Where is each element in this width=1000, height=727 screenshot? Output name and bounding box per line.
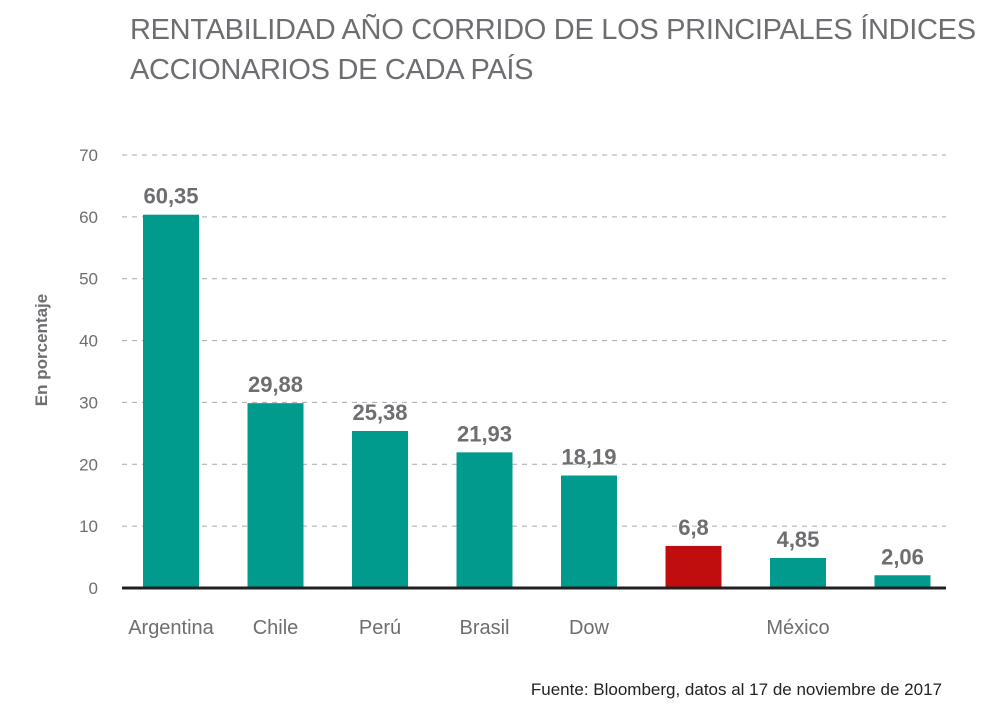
- data-label: 6,8: [678, 515, 709, 540]
- chart-title-line-1: RENTABILIDAD AÑO CORRIDO DE LOS PRINCIPA…: [130, 14, 976, 46]
- data-label: 25,38: [352, 400, 407, 425]
- bar: [874, 575, 931, 588]
- y-tick-label: 40: [79, 332, 98, 351]
- data-label: 21,93: [457, 421, 512, 446]
- bar: [561, 475, 617, 588]
- data-label: 29,88: [248, 372, 303, 397]
- y-axis-label: En porcentaje: [32, 294, 51, 406]
- data-label: 4,85: [777, 527, 820, 552]
- bar: [352, 431, 408, 588]
- bar: [456, 452, 513, 588]
- x-tick-label: Brasil: [459, 617, 509, 639]
- chart-title-line-2: ACCIONARIOS DE CADA PAÍS: [130, 54, 534, 86]
- x-tick-label: Dow: [569, 617, 610, 639]
- y-tick-label: 60: [79, 208, 98, 227]
- bar: [665, 545, 722, 588]
- x-tick-label: Argentina: [128, 617, 214, 639]
- data-label: 60,35: [143, 184, 198, 209]
- bar: [770, 557, 826, 588]
- x-tick-label: México: [766, 617, 829, 639]
- y-tick-label: 10: [79, 517, 98, 536]
- x-tick-label: Perú: [359, 617, 401, 639]
- chart-title: RENTABILIDAD AÑO CORRIDO DE LOS PRINCIPA…: [130, 10, 976, 90]
- y-tick-label: 70: [79, 146, 98, 165]
- y-tick-label: 30: [79, 393, 98, 412]
- source-note: Fuente: Bloomberg, datos al 17 de noviem…: [530, 680, 942, 699]
- y-tick-label: 0: [89, 579, 98, 598]
- data-label: 18,19: [561, 444, 616, 469]
- bar: [143, 214, 199, 588]
- x-tick-label: Chile: [253, 617, 299, 639]
- y-tick-label: 20: [79, 455, 98, 474]
- bar: [247, 403, 304, 588]
- y-tick-label: 50: [79, 270, 98, 289]
- data-label: 2,06: [881, 544, 924, 569]
